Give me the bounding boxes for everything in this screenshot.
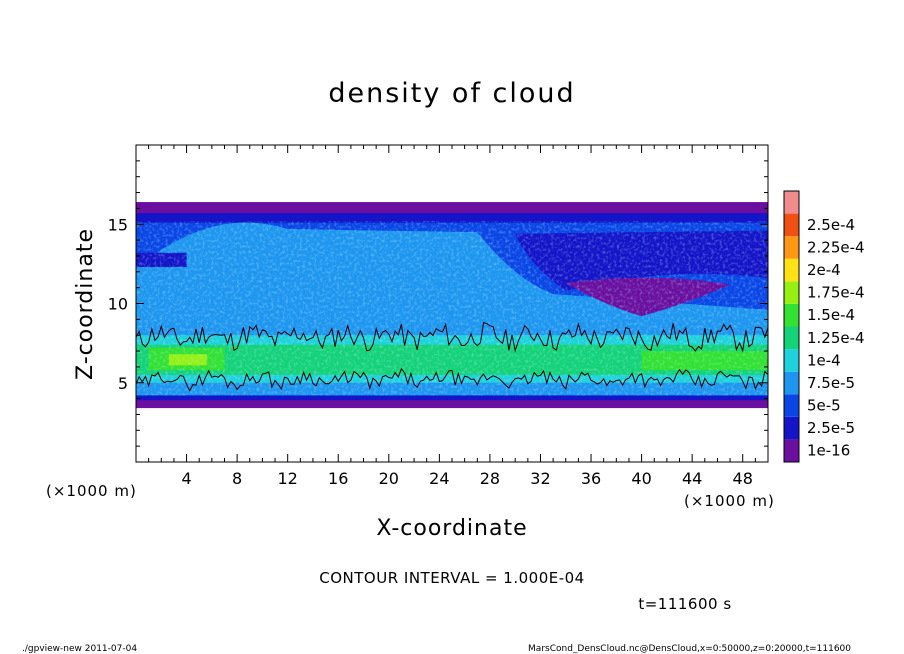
colorbar-swatch-10 (784, 213, 799, 237)
contour-lower (136, 367, 768, 392)
colorbar-swatch-6 (784, 303, 799, 327)
x-tick-label-4: 4 (181, 469, 191, 488)
x-unit-label-right: (×1000 m) (684, 492, 775, 510)
colorbar-swatch-1 (784, 416, 799, 440)
x-tick-label-40: 40 (631, 469, 651, 488)
colorbar-label-0: 1e-16 (807, 442, 850, 460)
y-axis-label: Z-coordinate (73, 228, 98, 380)
chart-title: density of cloud (328, 78, 575, 109)
x-tick-label-28: 28 (480, 469, 500, 488)
colorbar-swatch-4 (784, 349, 799, 372)
y-tick-label-5: 5 (118, 374, 128, 393)
contour-lines (136, 322, 768, 392)
x-tick-label-24: 24 (429, 469, 449, 488)
colorbar-label-2: 5e-5 (807, 397, 841, 415)
footer-program: ./gpview-new 2011-07-04 (22, 644, 137, 654)
x-unit-label-left: (×1000 m) (46, 482, 137, 500)
x-tick-label-44: 44 (682, 469, 702, 488)
contour-upper (136, 322, 768, 353)
colorbar-swatch-9 (784, 236, 799, 259)
time-label: t=111600 s (638, 595, 731, 613)
colorbar-swatch-3 (784, 371, 799, 395)
x-tick-label-32: 32 (530, 469, 550, 488)
colorbar-label-1: 2.5e-5 (807, 419, 855, 437)
contour-interval: CONTOUR INTERVAL = 1.000E-04 (319, 569, 584, 587)
x-tick-label-8: 8 (232, 469, 242, 488)
colorbar-frame (783, 190, 800, 463)
x-tick-label-20: 20 (379, 469, 399, 488)
colorbar-label-5: 1.25e-4 (807, 329, 865, 347)
field-texture (136, 221, 768, 396)
colorbar-swatch-2 (784, 394, 799, 417)
x-tick-label-48: 48 (733, 469, 753, 488)
y-tick-label-10: 10 (108, 295, 128, 314)
colorbar-label-10: 2.5e-4 (807, 216, 855, 234)
colorbar-swatch-0 (784, 439, 799, 462)
colorbar-label-6: 1.5e-4 (807, 306, 855, 324)
x-tick-label-12: 12 (278, 469, 298, 488)
y-tick-label-15: 15 (108, 215, 128, 234)
x-tick-label-16: 16 (328, 469, 348, 488)
colorbar: 1e-16 2.5e-5 5e-5 7.5e-5 1e-4 1.25e-4 1.5e-4 1.… (783, 190, 865, 463)
colorbar-swatch-5 (784, 326, 799, 350)
footer-source: MarsCond_DensCloud.nc@DensCloud,x=0:5000… (528, 644, 851, 654)
colorbar-swatch-11 (784, 191, 799, 214)
colorbar-label-8: 2e-4 (807, 261, 841, 279)
colorbar-label-3: 7.5e-5 (807, 374, 855, 392)
colorbar-label-7: 1.75e-4 (807, 284, 865, 302)
density-field (136, 202, 768, 409)
y-axis: 5 10 15 (108, 160, 768, 447)
x-tick-label-36: 36 (581, 469, 601, 488)
x-axis: 4 8 12 16 20 24 28 32 36 40 44 48 (148, 145, 756, 488)
x-axis-label: X-coordinate (376, 516, 527, 541)
colorbar-swatch-7 (784, 281, 799, 304)
colorbar-swatch-8 (784, 258, 799, 282)
colorbar-label-9: 2.25e-4 (807, 238, 865, 256)
colorbar-label-4: 1e-4 (807, 351, 841, 369)
